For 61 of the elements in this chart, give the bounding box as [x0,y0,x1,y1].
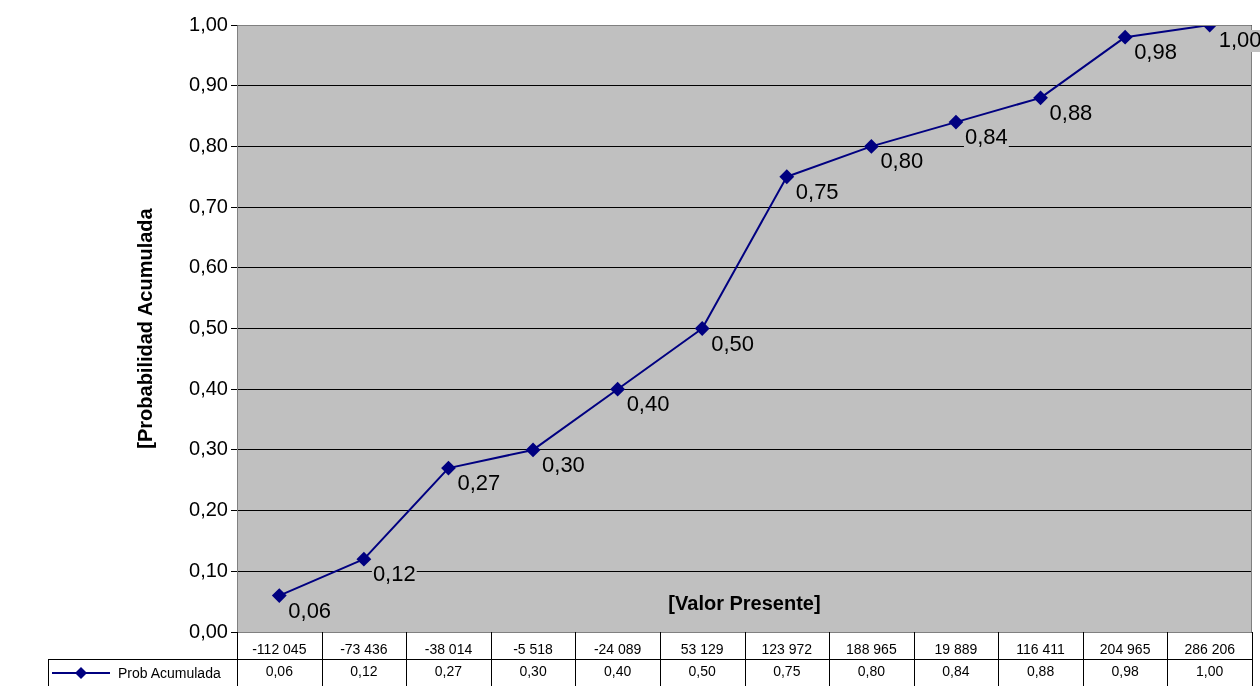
point [526,442,541,457]
x-tick-label: -24 089 [593,641,642,658]
point [695,321,710,336]
data-label: 0,50 [688,662,717,679]
data-label: 0,98 [1111,662,1139,679]
text: 0,40 [626,391,670,417]
point [441,461,456,476]
point [356,552,371,567]
x-tick-label: -5 518 [513,641,554,658]
text: 0,12 [372,561,416,587]
y-tick-label: 0,10 [189,558,228,581]
point [1118,30,1133,45]
y-tick-label: 0,60 [189,255,228,278]
text: 0,30 [542,451,585,477]
x-tick-label: 123 972 [761,641,813,658]
y-tick-label: 0,70 [189,194,228,217]
point [610,382,625,397]
text: 0,50 [711,330,755,356]
data-label: 0,88 [1026,662,1055,679]
data-label: 0,84 [942,662,970,679]
x-tick-label: -73 436 [340,641,388,658]
y-tick-label: 0,90 [189,73,228,96]
y-tick-label: 0,00 [189,619,228,642]
y-tick-label: 0,80 [189,133,228,156]
x-tick-label: 53 129 [680,641,724,658]
text: 0,27 [457,470,501,496]
text: 0,84 [964,124,1008,150]
text: 1,00 [1218,27,1260,53]
data-label: 0,27 [434,662,463,679]
point [1033,90,1048,105]
x-tick-label: -38 014 [424,641,473,658]
y-tick-label: 0,50 [189,316,228,339]
data-label: 0,12 [350,662,378,679]
data-label: 0,75 [773,662,801,679]
x-axis-title: [Valor Presente] [668,591,821,614]
point [779,169,794,184]
text: 0,98 [1134,39,1177,65]
y-tick-label: 0,20 [189,498,228,521]
data-label: 0,30 [519,662,547,679]
text: 0,88 [1049,99,1093,125]
x-tick-label: 188 965 [846,641,897,658]
x-tick-label: 204 965 [1099,641,1151,658]
x-tick-label: 286 206 [1184,641,1236,658]
y-axis-title: [Probabilidad Acumulada [133,207,156,449]
text: 0,06 [288,597,332,623]
point [948,115,963,130]
x-tick-label: 19 889 [934,641,978,658]
legend-label: Prob Acumulada [118,664,221,681]
text: 0,80 [880,148,924,174]
x-tick-label: -112 045 [252,641,307,658]
point [864,139,879,154]
data-label: 0,06 [265,662,294,679]
point [272,588,287,603]
text: 0,75 [795,178,839,204]
data-label: 1,00 [1196,662,1224,679]
data-label: 0,40 [604,662,632,679]
y-tick-label: 0,30 [189,437,228,460]
data-label: 0,80 [857,662,886,679]
y-tick-label: 0,40 [189,376,228,399]
y-tick-label: 1,00 [189,12,228,35]
x-tick-label: 116 411 [1016,641,1066,658]
